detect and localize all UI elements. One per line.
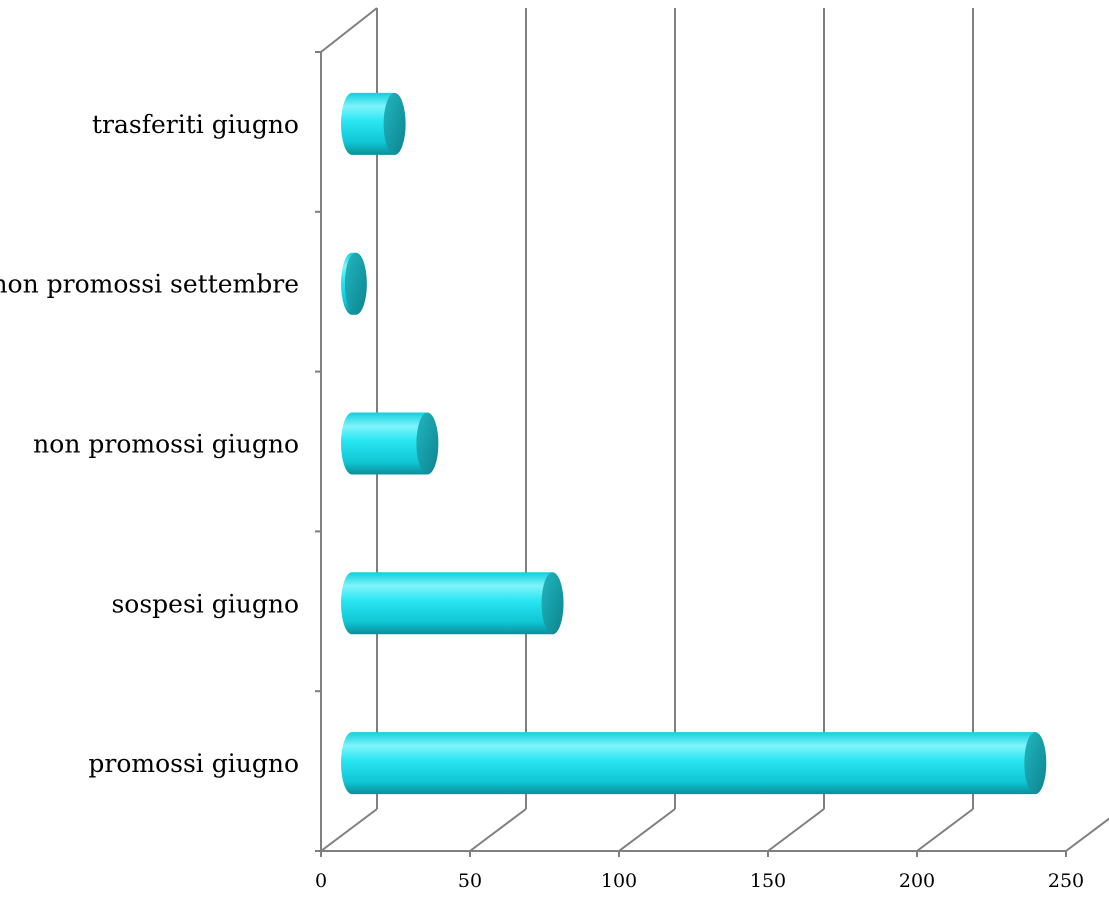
bar-end-cap [1024, 732, 1047, 795]
bar [341, 92, 395, 155]
floor-gridline [469, 808, 527, 852]
bar-end-cap [344, 252, 367, 315]
floor-gridline [1065, 817, 1109, 852]
floor-gridline [767, 808, 825, 852]
chart-axes [315, 7, 1109, 857]
bar [341, 572, 553, 635]
floor-gridline [320, 808, 378, 852]
side-wall-top-line [320, 7, 378, 53]
bar-end-cap [383, 92, 406, 155]
x-tick-label: 50 [458, 870, 482, 892]
floor-gridline [618, 808, 676, 852]
category-label: non promossi giugno [33, 430, 299, 459]
x-tick-label: 250 [1048, 870, 1084, 892]
x-tick-label: 0 [315, 870, 327, 892]
bar [341, 412, 428, 475]
category-label: non promossi settembre [0, 270, 299, 299]
x-tick-label: 150 [750, 870, 786, 892]
category-label: sospesi giugno [111, 589, 299, 618]
x-tick-label: 100 [601, 870, 637, 892]
bar [341, 732, 1036, 795]
bar-end-cap [416, 412, 439, 475]
category-label: promossi giugno [88, 749, 299, 778]
floor-gridline [916, 808, 974, 852]
bar-end-cap [541, 572, 564, 635]
category-label: trasferiti giugno [92, 110, 299, 139]
chart-bars [340, 92, 1047, 795]
chart-labels: 0 50 100 150 200 250 promossi giugno sospesi gi… [0, 110, 1084, 892]
x-tick-label: 200 [899, 870, 935, 892]
